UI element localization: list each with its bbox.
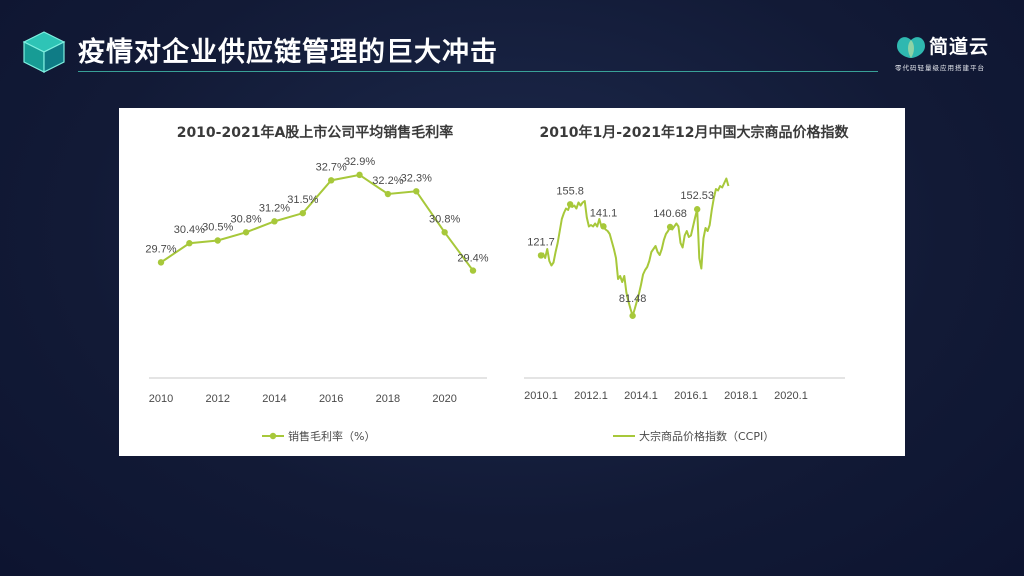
data-point <box>693 206 701 213</box>
brand-tagline: 零代码轻量级应用搭建平台 <box>895 64 985 72</box>
x-tick-label: 2014 <box>262 393 286 405</box>
data-label: 30.8% <box>429 213 460 225</box>
data-label: 141.1 <box>590 207 618 219</box>
chart-title: 2010-2021年A股上市公司平均销售毛利率 <box>177 124 454 141</box>
data-point <box>356 171 363 179</box>
data-point <box>566 201 574 208</box>
data-point <box>271 218 278 225</box>
margin-series-line <box>160 173 474 272</box>
data-label: 31.2% <box>259 202 290 214</box>
data-label: 30.5% <box>202 222 233 234</box>
legend-label: 大宗商品价格指数（CCPI） <box>639 429 774 443</box>
data-point <box>600 223 607 230</box>
charts-panel: 2010-2021年A股上市公司平均销售毛利率 2010 2012 2014 2016 2… <box>119 108 905 456</box>
data-point <box>629 312 636 319</box>
gross-margin-chart: 2010-2021年A股上市公司平均销售毛利率 2010 2012 2014 2016 2… <box>145 124 488 443</box>
data-point <box>384 190 392 198</box>
data-point <box>214 237 221 244</box>
page-title: 疫情对企业供应链管理的巨大冲击 <box>78 37 498 68</box>
data-point <box>242 229 250 236</box>
brand-name: 简道云 <box>929 36 990 58</box>
chart-title: 2010年1月-2021年12月中国大宗商品价格指数 <box>540 124 850 141</box>
x-tick-label: 2020 <box>432 393 456 405</box>
legend-marker <box>269 432 277 440</box>
data-point <box>327 177 335 184</box>
brand-leaf-icon <box>897 37 925 58</box>
x-tick-label: 2012 <box>205 393 229 405</box>
x-tick-label: 2020.1 <box>774 390 808 402</box>
title-divider <box>78 71 878 72</box>
data-label: 32.9% <box>344 156 375 168</box>
x-tick-label: 2018 <box>376 393 400 405</box>
data-label: 29.7% <box>145 243 176 255</box>
data-point <box>441 229 448 236</box>
x-tick-label: 2012.1 <box>574 390 608 402</box>
data-point <box>666 223 674 231</box>
data-label: 29.4% <box>457 253 488 265</box>
data-label: 32.3% <box>401 172 432 184</box>
data-label: 30.4% <box>174 224 205 236</box>
x-tick-label: 2016 <box>319 393 343 405</box>
data-label: 32.2% <box>372 175 403 187</box>
data-point <box>157 259 165 266</box>
x-tick-label: 2018.1 <box>724 390 758 402</box>
ccpi-chart: 2010年1月-2021年12月中国大宗商品价格指数 2010.1 2012.1 20… <box>524 124 850 443</box>
data-label: 140.68 <box>653 208 687 220</box>
data-point <box>469 267 477 274</box>
data-point <box>299 209 307 217</box>
data-label: 31.5% <box>287 194 318 206</box>
x-tick-label: 2014.1 <box>624 390 658 402</box>
data-label: 30.8% <box>230 213 261 225</box>
legend-label: 销售毛利率（%） <box>288 429 375 443</box>
data-point <box>186 240 193 247</box>
x-tick-label: 2016.1 <box>674 390 708 402</box>
x-tick-label: 2010 <box>149 393 173 405</box>
data-point <box>537 252 545 259</box>
data-point <box>413 188 420 195</box>
data-label: 152.53 <box>680 190 714 202</box>
cube-icon <box>22 31 66 73</box>
data-label: 81.48 <box>619 293 647 305</box>
data-label: 155.8 <box>556 185 584 197</box>
x-tick-label: 2010.1 <box>524 390 558 402</box>
data-label: 32.7% <box>316 161 347 173</box>
brand-logo: 简道云 零代码轻量级应用搭建平台 <box>893 32 1003 76</box>
data-label: 121.7 <box>527 236 555 248</box>
